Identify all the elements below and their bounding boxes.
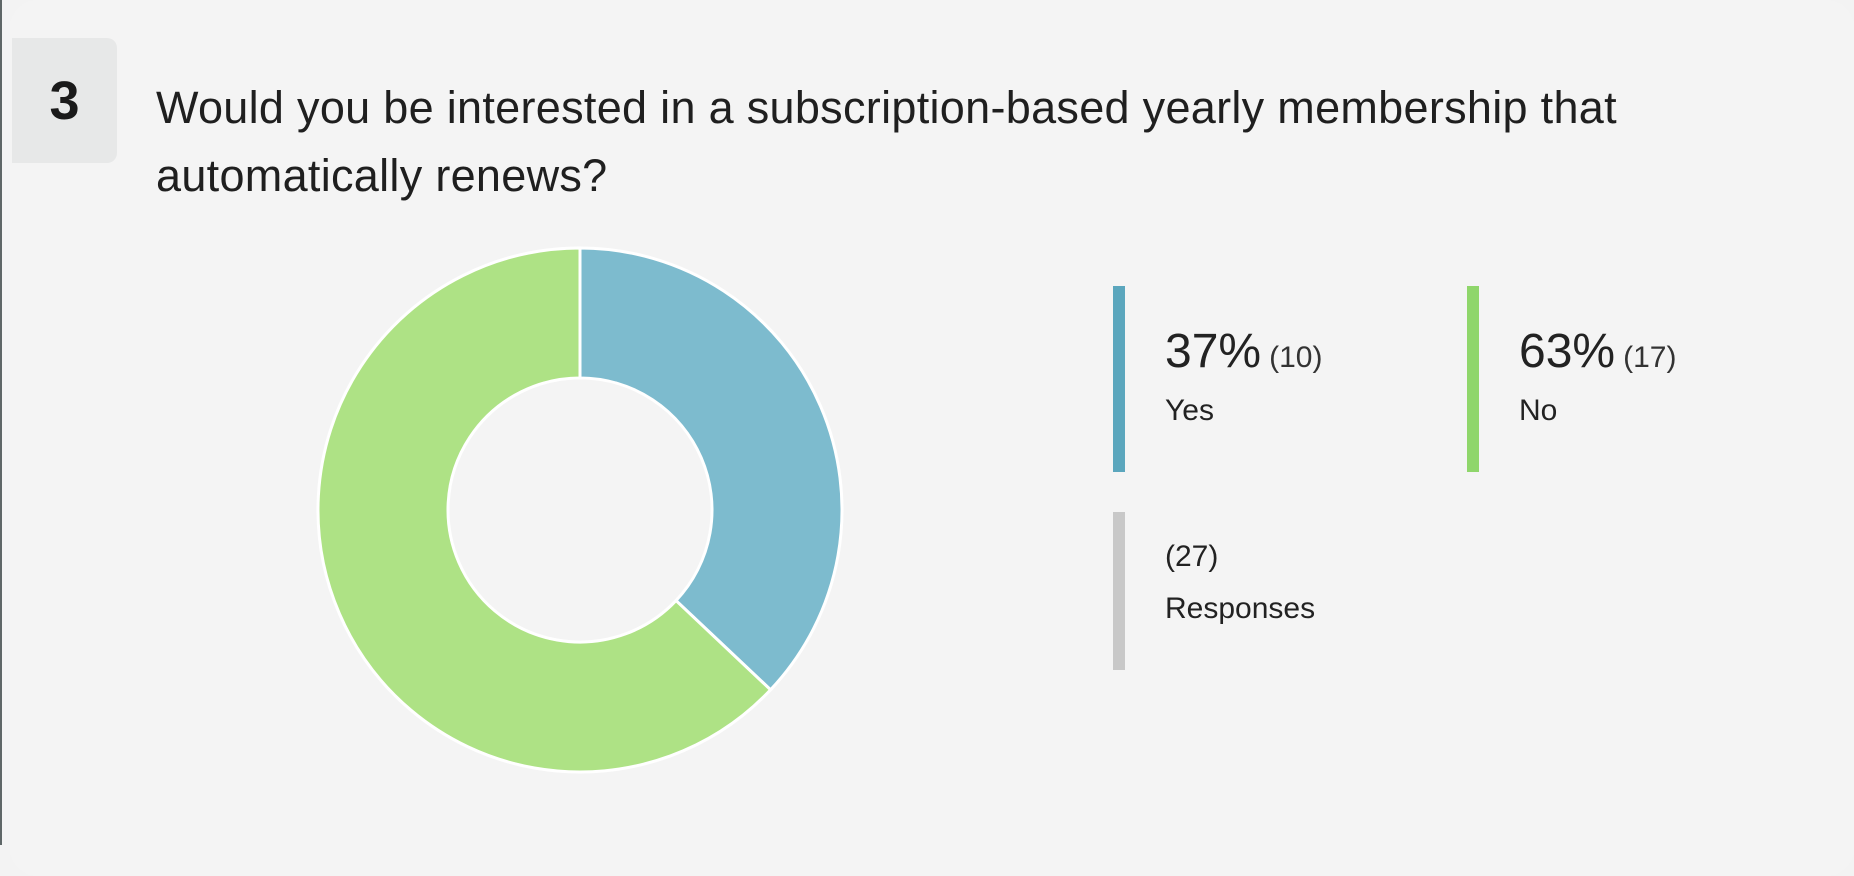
legend-item-no: 63% (17) No [1467,286,1767,472]
legend-percent-yes: 37% [1165,325,1262,378]
legend-label-yes: Yes [1165,394,1214,427]
legend-label-no: No [1519,394,1558,427]
legend-count-no: (17) [1623,341,1677,374]
responses-label: Responses [1165,592,1316,625]
question-number: 3 [49,70,80,131]
legend-count-yes: (10) [1269,341,1323,374]
legend-percent-no: 63% [1519,325,1616,378]
responses-count: (27) [1165,540,1219,573]
legend-value-no: 63% (17) [1519,324,1676,379]
donut-slice-no[interactable] [316,246,773,774]
question-number-badge: 3 [12,38,117,163]
donut-chart [316,246,844,774]
legend-color-bar-yes [1113,286,1125,472]
legend-color-bar-responses [1113,512,1125,670]
donut-slice-yes[interactable] [578,246,844,692]
legend-value-yes: 37% (10) [1165,324,1322,379]
question-text: Would you be interested in a subscriptio… [156,82,1617,201]
question-card [10,0,1854,876]
legend-item-yes: 37% (10) Yes [1113,286,1413,472]
legend-color-bar-no [1467,286,1479,472]
legend-item-responses: (27) Responses [1113,512,1413,670]
window-edge [0,0,2,845]
